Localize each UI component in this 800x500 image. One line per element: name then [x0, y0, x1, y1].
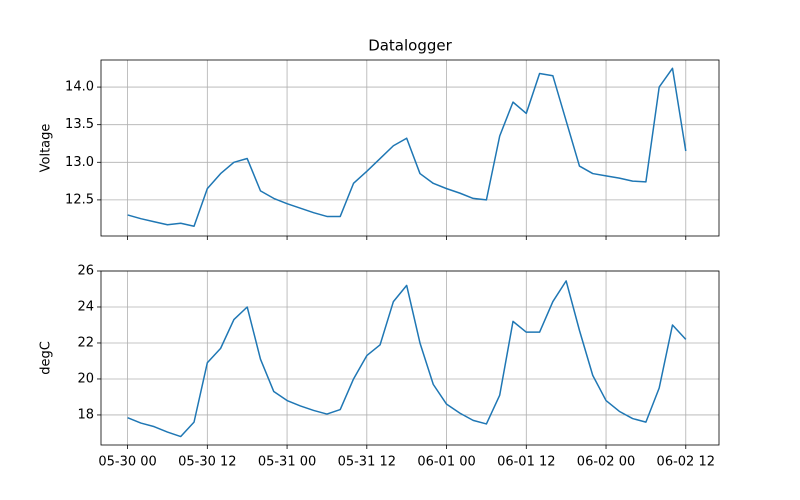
y-tick-label: 18 [77, 407, 94, 422]
data-line [127, 67, 687, 227]
x-tick-label: 05-31 00 [258, 455, 316, 470]
axes-frame [100, 270, 720, 446]
x-tick-label: 05-30 00 [98, 455, 156, 470]
y-tick-label: 24 [77, 299, 94, 314]
x-tick-label: 06-01 12 [497, 455, 555, 470]
y-tick-label: 13.0 [65, 155, 94, 170]
y-tick-label: 12.5 [65, 192, 94, 207]
y-axis-label: degC [39, 341, 54, 375]
x-tick-label: 05-30 12 [178, 455, 236, 470]
y-tick-label: 13.5 [65, 117, 94, 132]
y-tick-label: 26 [77, 264, 94, 279]
axes-frame [100, 59, 720, 237]
y-axis-label: Voltage [39, 124, 54, 173]
data-line [127, 280, 687, 438]
chart-title: Datalogger [368, 37, 452, 55]
x-tick-label: 06-02 12 [657, 455, 715, 470]
y-tick-label: 22 [77, 335, 94, 350]
x-tick-label: 06-01 00 [417, 455, 475, 470]
y-tick-label: 20 [77, 371, 94, 386]
x-tick-label: 06-02 00 [577, 455, 635, 470]
y-tick-label: 14.0 [65, 80, 94, 95]
x-tick-label: 05-31 12 [338, 455, 396, 470]
